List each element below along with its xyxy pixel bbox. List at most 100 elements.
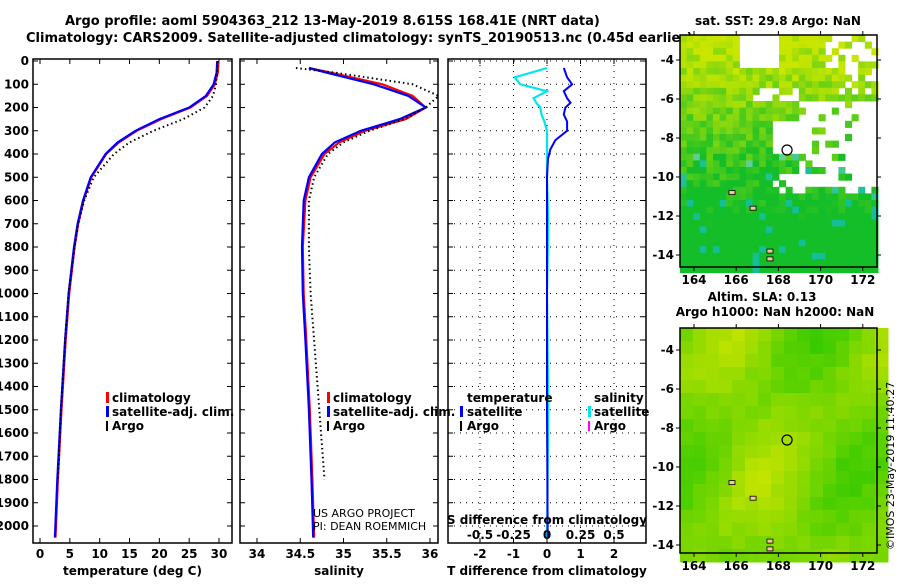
argo-position-marker [781,144,793,156]
heatmap-cell [836,341,850,355]
heatmap-cell [875,367,889,381]
island [749,205,757,211]
heatmap-cell [875,328,889,342]
heatmap-cell [831,193,839,201]
heatmap-cell [686,35,694,43]
heatmap-cell [772,266,780,274]
heatmap-cell [771,471,785,485]
heatmap-cell [719,120,727,128]
heatmap-cell [713,54,721,62]
heatmap-cell [680,354,694,368]
heatmap-cell [845,87,853,95]
heatmap-cell [845,101,853,109]
heatmap-cell [719,206,727,214]
heatmap-cell [752,107,760,115]
heatmap-cell [759,252,767,260]
heatmap-cell [680,239,688,247]
heatmap-cell [686,219,694,227]
heatmap-cell [825,35,833,43]
y-tick-label: -8 [661,131,674,145]
heatmap-cell [693,81,701,89]
heatmap-cell [765,140,773,148]
heatmap-cell [784,484,798,498]
heatmap-cell [706,497,720,511]
heatmap-cell [779,219,787,227]
heatmap-cell [864,206,872,214]
heatmap-cell [732,328,746,342]
heatmap-cell [719,497,733,511]
heatmap-cell [680,484,694,498]
heatmap-cell [784,341,798,355]
heatmap-cell [805,68,813,76]
heatmap-cell [858,266,866,274]
heatmap-cell [797,523,811,537]
heatmap-cell [864,239,872,247]
heatmap-cell [719,393,733,407]
heatmap-cell [713,167,721,175]
heatmap-cell [713,239,721,247]
heatmap-cell [838,68,846,76]
heatmap-cell [680,134,688,142]
heatmap-cell [706,510,720,524]
heatmap-cell [875,406,889,420]
heatmap-cell [706,259,714,267]
heatmap-cell [851,252,859,260]
heatmap-cell [719,213,727,221]
heatmap-cell [838,94,846,102]
y-tick-label: -6 [661,92,674,106]
heatmap-cell [785,259,793,267]
heatmap-cell [862,523,876,537]
heatmap-cell [810,328,824,342]
heatmap-cell [823,497,837,511]
heatmap-cell [746,167,754,175]
heatmap-cell [732,41,740,49]
heatmap-cell [706,68,714,76]
heatmap-cell [871,233,879,241]
heatmap-cell [845,41,853,49]
heatmap-cell [831,81,839,89]
heatmap-cell [862,536,876,550]
heatmap-cell [758,341,772,355]
heatmap-cell [732,458,746,472]
heatmap-cell [680,153,688,161]
heatmap-cell [680,259,688,267]
heatmap-cell [732,380,746,394]
heatmap-cell [784,471,798,485]
heatmap-cell [805,81,813,89]
heatmap-cell [771,497,785,511]
heatmap-cell [765,167,773,175]
heatmap-cell [752,68,760,76]
heatmap-cell [732,367,746,381]
heatmap-cell [680,246,688,254]
heatmap-cell [719,328,733,342]
heatmap-cell [693,523,707,537]
heatmap-cell [745,536,759,550]
heatmap-cell [719,68,727,76]
heatmap-cell [851,246,859,254]
heatmap-cell [845,173,853,181]
heatmap-cell [825,68,833,76]
heatmap-cell [686,101,694,109]
heatmap-cell [792,101,800,109]
heatmap-cell [746,153,754,161]
heatmap-cell [825,200,833,208]
heatmap-cell [739,127,747,135]
heatmap-cell [785,160,793,168]
heatmap-cell [805,74,813,82]
heatmap-cell [812,206,820,214]
heatmap-cell [686,180,694,188]
heatmap-cell [792,81,800,89]
heatmap-cell [875,445,889,459]
heatmap-cell [719,445,733,459]
heatmap-cell [831,68,839,76]
heatmap-cell [798,35,806,43]
heatmap-cell [746,94,754,102]
heatmap-cell [719,341,733,355]
heatmap-cell [719,87,727,95]
heatmap-cell [680,226,688,234]
y-tick-label: -12 [652,209,674,223]
heatmap-cell [693,167,701,175]
heatmap-cell [699,41,707,49]
heatmap-cell [726,167,734,175]
heatmap-cell [831,186,839,194]
